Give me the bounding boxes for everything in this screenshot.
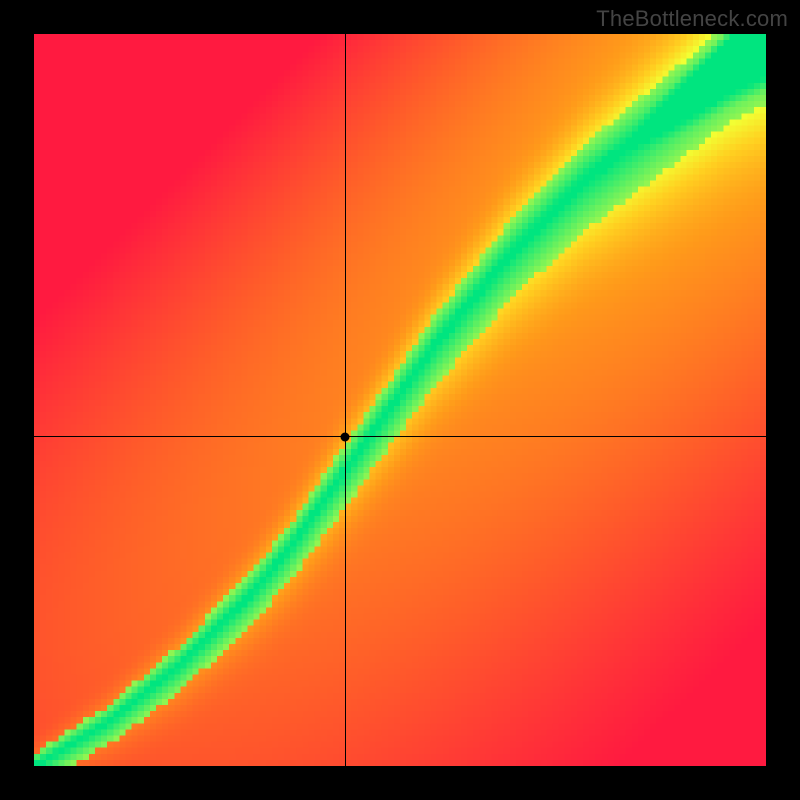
heatmap-plot xyxy=(34,34,766,766)
crosshair-vertical xyxy=(345,34,346,766)
crosshair-horizontal xyxy=(34,436,766,437)
chart-frame: TheBottleneck.com xyxy=(0,0,800,800)
heatmap-canvas xyxy=(34,34,766,766)
watermark-text: TheBottleneck.com xyxy=(596,6,788,32)
marker-dot xyxy=(341,432,350,441)
